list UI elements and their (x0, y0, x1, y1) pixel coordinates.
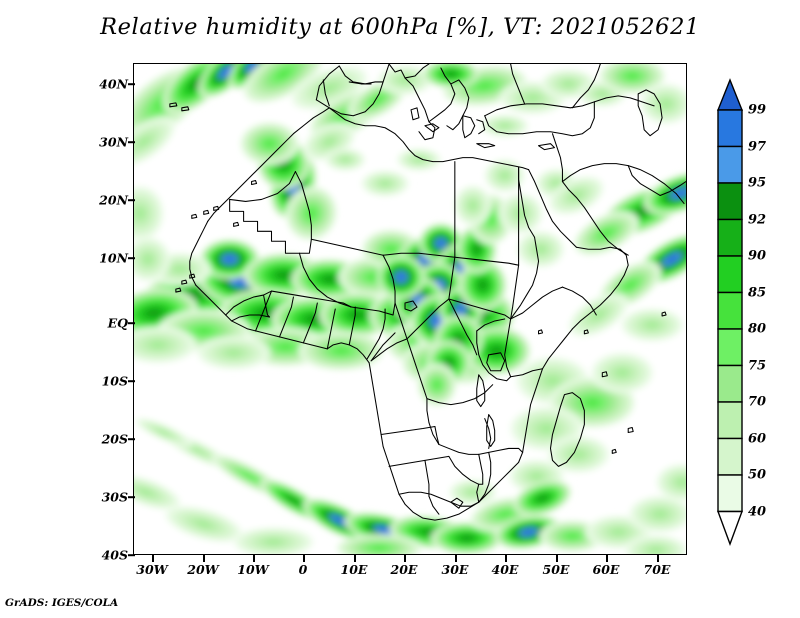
y-tick-mark (128, 257, 135, 259)
colorbar-tick-label: 90 (748, 248, 767, 264)
y-tick-mark (128, 199, 135, 201)
x-tick-mark (455, 555, 457, 562)
colorbar-tick-label: 50 (748, 467, 767, 483)
y-tick-label: 30S (101, 489, 128, 505)
y-tick-label: EQ (107, 315, 128, 331)
x-tick-mark (505, 555, 507, 562)
y-tick-label: 20S (101, 431, 128, 447)
colorbar-tick-label: 99 (748, 102, 767, 118)
colorbar-tick-label: 92 (748, 212, 767, 227)
map-plot-area[interactable] (133, 63, 687, 555)
y-tick-label: 10S (101, 373, 128, 389)
colorbar-svg (716, 78, 744, 546)
colorbar-tick-label: 80 (748, 321, 767, 337)
map-coastlines-and-borders (169, 64, 686, 521)
y-tick-mark (128, 496, 135, 498)
humidity-field (134, 64, 686, 554)
y-tick-mark (128, 380, 135, 382)
x-tick-label: 30W (136, 562, 168, 577)
colorbar-tick-label: 75 (748, 358, 767, 373)
x-tick-label: 50E (542, 562, 570, 577)
x-tick-label: 20E (390, 562, 418, 577)
x-tick-label: 10E (340, 562, 368, 577)
x-tick-mark (152, 555, 154, 562)
x-tick-label: 70E (643, 562, 671, 577)
x-tick-mark (657, 555, 659, 562)
colorbar-tick-label: 97 (748, 139, 767, 154)
x-tick-mark (354, 555, 356, 562)
y-tick-label: 10N (99, 250, 128, 266)
y-tick-label: 40S (101, 547, 128, 563)
y-tick-label: 30N (99, 134, 128, 150)
y-tick-mark (128, 83, 135, 85)
x-tick-label: 40E (491, 562, 519, 577)
x-tick-label: 30E (441, 562, 469, 577)
colorbar-tick-label: 60 (748, 431, 767, 446)
x-tick-label: 60E (592, 562, 620, 577)
x-tick-mark (303, 555, 305, 562)
x-tick-label: 0 (298, 562, 308, 577)
x-tick-mark (203, 555, 205, 562)
x-tick-label: 20W (187, 562, 219, 577)
page-title: Relative humidity at 600hPa [%], VT: 202… (100, 14, 700, 40)
y-tick-label: 40N (99, 76, 128, 92)
x-tick-mark (253, 555, 255, 562)
colorbar-tick-label: 95 (748, 175, 767, 191)
x-tick-mark (606, 555, 608, 562)
grads-attribution: GrADS: IGES/COLA (5, 597, 119, 609)
y-tick-mark (128, 438, 135, 440)
colorbar-tick-label: 85 (748, 285, 767, 300)
colorbar-tick-label: 70 (748, 394, 767, 410)
map-canvas (134, 64, 686, 554)
y-tick-mark (128, 554, 135, 556)
x-tick-mark (556, 555, 558, 562)
y-tick-label: 20N (99, 192, 128, 208)
y-tick-mark (128, 141, 135, 143)
x-tick-mark (404, 555, 406, 562)
colorbar-tick-label: 40 (748, 504, 767, 519)
x-tick-label: 10W (237, 562, 269, 577)
colorbar[interactable]: 99 97 95 92 90 85 80 75 70 60 50 40 (716, 78, 800, 546)
y-tick-mark (128, 322, 135, 324)
